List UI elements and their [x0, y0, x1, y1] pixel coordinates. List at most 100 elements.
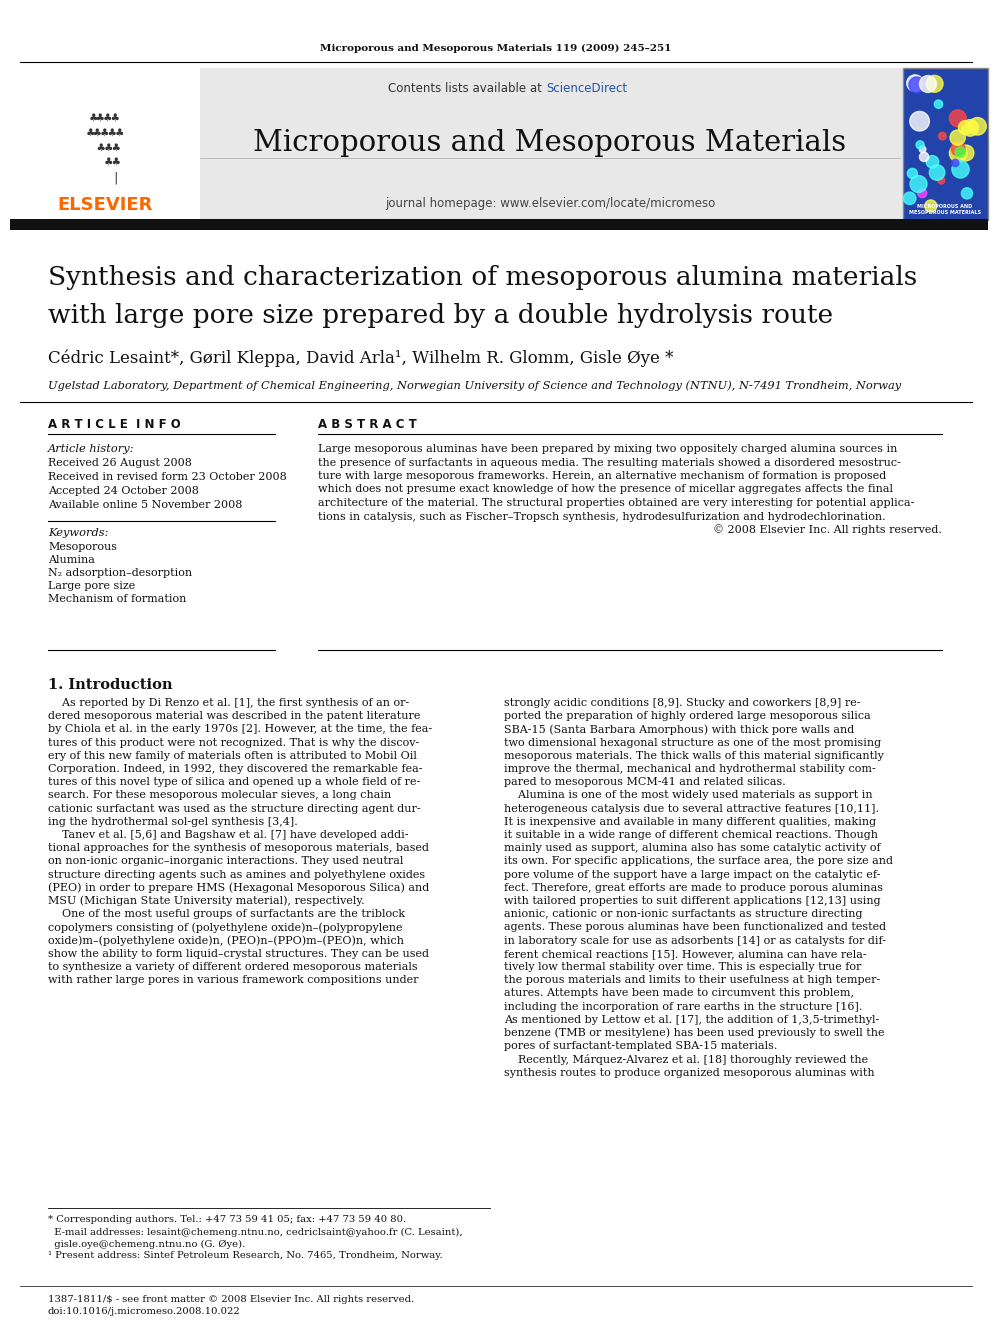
Circle shape	[937, 177, 944, 184]
Bar	[10, 220, 988, 230]
Text: tively low thermal stability over time. This is especially true for: tively low thermal stability over time. …	[504, 962, 861, 972]
Text: benzene (TMB or mesitylene) has been used previously to swell the: benzene (TMB or mesitylene) has been use…	[504, 1028, 885, 1039]
Bar	[10, 67, 200, 220]
Text: strongly acidic conditions [8,9]. Stucky and coworkers [8,9] re-: strongly acidic conditions [8,9]. Stucky…	[504, 699, 860, 708]
Text: Microporous and Mesoporous Materials: Microporous and Mesoporous Materials	[253, 130, 846, 157]
Text: pore volume of the support have a large impact on the catalytic ef-: pore volume of the support have a large …	[504, 869, 880, 880]
Text: Tanev et al. [5,6] and Bagshaw et al. [7] have developed addi-: Tanev et al. [5,6] and Bagshaw et al. [7…	[48, 830, 409, 840]
Text: pared to mesoporous MCM-41 and related silicas.: pared to mesoporous MCM-41 and related s…	[504, 777, 786, 787]
Text: to synthesize a variety of different ordered mesoporous materials: to synthesize a variety of different ord…	[48, 962, 418, 972]
Text: A R T I C L E  I N F O: A R T I C L E I N F O	[48, 418, 181, 430]
Text: cationic surfactant was used as the structure directing agent dur-: cationic surfactant was used as the stru…	[48, 803, 421, 814]
Text: by Chiola et al. in the early 1970s [2]. However, at the time, the fea-: by Chiola et al. in the early 1970s [2].…	[48, 725, 433, 734]
Circle shape	[969, 118, 986, 135]
Circle shape	[958, 120, 972, 135]
Text: ♣♣♣♣
♣♣♣♣♣
 ♣♣♣
  ♣♣
   |: ♣♣♣♣ ♣♣♣♣♣ ♣♣♣ ♣♣ |	[86, 111, 124, 184]
Circle shape	[916, 140, 925, 149]
Circle shape	[920, 75, 936, 93]
Text: Contents lists available at: Contents lists available at	[389, 82, 546, 94]
Text: dered mesoporous material was described in the patent literature: dered mesoporous material was described …	[48, 712, 421, 721]
Text: anionic, cationic or non-ionic surfactants as structure directing: anionic, cationic or non-ionic surfactan…	[504, 909, 862, 919]
Text: SBA-15 (Santa Barbara Amorphous) with thick pore walls and: SBA-15 (Santa Barbara Amorphous) with th…	[504, 724, 854, 734]
Text: Available online 5 November 2008: Available online 5 November 2008	[48, 500, 242, 509]
Text: Corporation. Indeed, in 1992, they discovered the remarkable fea-: Corporation. Indeed, in 1992, they disco…	[48, 763, 423, 774]
Circle shape	[907, 75, 924, 91]
Circle shape	[952, 161, 969, 179]
Text: Microporous and Mesoporous Materials 119 (2009) 245–251: Microporous and Mesoporous Materials 119…	[320, 44, 672, 53]
Text: ferent chemical reactions [15]. However, alumina can have rela-: ferent chemical reactions [15]. However,…	[504, 949, 867, 959]
Circle shape	[930, 165, 944, 180]
Text: It is inexpensive and available in many different qualities, making: It is inexpensive and available in many …	[504, 816, 876, 827]
Text: Recently, Márquez-Alvarez et al. [18] thoroughly reviewed the: Recently, Márquez-Alvarez et al. [18] th…	[504, 1054, 868, 1065]
Bar	[10, 67, 988, 220]
Circle shape	[908, 168, 918, 179]
Text: Article history:: Article history:	[48, 445, 135, 454]
Text: the porous materials and limits to their usefulness at high temper-: the porous materials and limits to their…	[504, 975, 880, 986]
Circle shape	[910, 111, 930, 131]
Circle shape	[925, 200, 936, 212]
Text: which does not presume exact knowledge of how the presence of micellar aggregate: which does not presume exact knowledge o…	[318, 484, 893, 495]
Text: the presence of surfactants in aqueous media. The resulting materials showed a d: the presence of surfactants in aqueous m…	[318, 458, 901, 467]
Text: oxide)m–(polyethylene oxide)n, (PEO)n–(PPO)m–(PEO)n, which: oxide)m–(polyethylene oxide)n, (PEO)n–(P…	[48, 935, 404, 946]
Text: As mentioned by Lettow et al. [17], the addition of 1,3,5-trimethyl-: As mentioned by Lettow et al. [17], the …	[504, 1015, 879, 1025]
Circle shape	[920, 152, 929, 161]
Text: Alumina is one of the most widely used materials as support in: Alumina is one of the most widely used m…	[504, 790, 873, 800]
Text: MSU (Michigan State University material), respectively.: MSU (Michigan State University material)…	[48, 896, 365, 906]
Text: MICROPOROUS AND
MESOPOROUS MATERIALS: MICROPOROUS AND MESOPOROUS MATERIALS	[909, 204, 981, 216]
Text: ScienceDirect: ScienceDirect	[546, 82, 627, 94]
Text: in laboratory scale for use as adsorbents [14] or as catalysts for dif-: in laboratory scale for use as adsorbent…	[504, 935, 886, 946]
Text: ported the preparation of highly ordered large mesoporous silica: ported the preparation of highly ordered…	[504, 712, 871, 721]
Text: Synthesis and characterization of mesoporous alumina materials: Synthesis and characterization of mesopo…	[48, 266, 918, 291]
Circle shape	[958, 146, 974, 161]
Circle shape	[951, 159, 959, 167]
Circle shape	[949, 110, 966, 127]
Text: its own. For specific applications, the surface area, the pore size and: its own. For specific applications, the …	[504, 856, 893, 867]
Text: Ugelstad Laboratory, Department of Chemical Engineering, Norwegian University of: Ugelstad Laboratory, Department of Chemi…	[48, 381, 901, 392]
Bar	[903, 67, 988, 220]
Circle shape	[904, 192, 916, 205]
Circle shape	[955, 147, 965, 157]
Text: ing the hydrothermal sol-gel synthesis [3,4].: ing the hydrothermal sol-gel synthesis […	[48, 816, 298, 827]
Circle shape	[920, 146, 926, 152]
Text: tional approaches for the synthesis of mesoporous materials, based: tional approaches for the synthesis of m…	[48, 843, 429, 853]
Text: Received 26 August 2008: Received 26 August 2008	[48, 458, 191, 468]
Text: Alumina: Alumina	[48, 556, 95, 565]
Circle shape	[910, 176, 927, 193]
Text: gisle.oye@chemeng.ntnu.no (G. Øye).: gisle.oye@chemeng.ntnu.no (G. Øye).	[48, 1240, 245, 1249]
Text: As reported by Di Renzo et al. [1], the first synthesis of an or-: As reported by Di Renzo et al. [1], the …	[48, 699, 410, 708]
Text: fect. Therefore, great efforts are made to produce porous aluminas: fect. Therefore, great efforts are made …	[504, 882, 883, 893]
Text: on non-ionic organic–inorganic interactions. They used neutral: on non-ionic organic–inorganic interacti…	[48, 856, 404, 867]
Text: * Corresponding authors. Tel.: +47 73 59 41 05; fax: +47 73 59 40 80.: * Corresponding authors. Tel.: +47 73 59…	[48, 1216, 406, 1225]
Circle shape	[918, 188, 927, 197]
Text: copolymers consisting of (polyethylene oxide)n–(polypropylene: copolymers consisting of (polyethylene o…	[48, 922, 403, 933]
Text: (PEO) in order to prepare HMS (Hexagonal Mesoporous Silica) and: (PEO) in order to prepare HMS (Hexagonal…	[48, 882, 430, 893]
Text: E-mail addresses: lesaint@chemeng.ntnu.no, cedriclsaint@yahoo.fr (C. Lesaint),: E-mail addresses: lesaint@chemeng.ntnu.n…	[48, 1228, 462, 1237]
Text: architecture of the material. The structural properties obtained are very intere: architecture of the material. The struct…	[318, 497, 915, 508]
Text: pores of surfactant-templated SBA-15 materials.: pores of surfactant-templated SBA-15 mat…	[504, 1041, 778, 1052]
Text: ery of this new family of materials often is attributed to Mobil Oil: ery of this new family of materials ofte…	[48, 750, 417, 761]
Text: journal homepage: www.elsevier.com/locate/micromeso: journal homepage: www.elsevier.com/locat…	[385, 197, 715, 210]
Circle shape	[951, 142, 965, 156]
Circle shape	[961, 188, 972, 198]
Text: with large pore size prepared by a double hydrolysis route: with large pore size prepared by a doubl…	[48, 303, 833, 328]
Text: mainly used as support, alumina also has some catalytic activity of: mainly used as support, alumina also has…	[504, 843, 881, 853]
Text: with tailored properties to suit different applications [12,13] using: with tailored properties to suit differe…	[504, 896, 881, 906]
Text: ELSEVIER: ELSEVIER	[58, 196, 153, 214]
Text: Received in revised form 23 October 2008: Received in revised form 23 October 2008	[48, 472, 287, 482]
Text: agents. These porous aluminas have been functionalized and tested: agents. These porous aluminas have been …	[504, 922, 886, 933]
Text: 1387-1811/$ - see front matter © 2008 Elsevier Inc. All rights reserved.: 1387-1811/$ - see front matter © 2008 El…	[48, 1294, 414, 1303]
Text: Cédric Lesaint*, Gøril Kleppa, David Arla¹, Wilhelm R. Glomm, Gisle Øye *: Cédric Lesaint*, Gøril Kleppa, David Arl…	[48, 349, 674, 366]
Text: A B S T R A C T: A B S T R A C T	[318, 418, 417, 430]
Circle shape	[909, 77, 925, 93]
Text: Accepted 24 October 2008: Accepted 24 October 2008	[48, 486, 198, 496]
Text: ¹ Present address: Sintef Petroleum Research, No. 7465, Trondheim, Norway.: ¹ Present address: Sintef Petroleum Rese…	[48, 1252, 442, 1261]
Text: Large pore size: Large pore size	[48, 581, 135, 591]
Text: tures of this product were not recognized. That is why the discov-: tures of this product were not recognize…	[48, 738, 420, 747]
Text: One of the most useful groups of surfactants are the triblock: One of the most useful groups of surfact…	[48, 909, 405, 919]
Text: Large mesoporous aluminas have been prepared by mixing two oppositely charged al: Large mesoporous aluminas have been prep…	[318, 445, 898, 454]
Text: two dimensional hexagonal structure as one of the most promising: two dimensional hexagonal structure as o…	[504, 738, 881, 747]
Text: synthesis routes to produce organized mesoporous aluminas with: synthesis routes to produce organized me…	[504, 1068, 875, 1078]
Text: ture with large mesoporous frameworks. Herein, an alternative mechanism of forma: ture with large mesoporous frameworks. H…	[318, 471, 886, 482]
Text: N₂ adsorption–desorption: N₂ adsorption–desorption	[48, 568, 192, 578]
Text: including the incorporation of rare earths in the structure [16].: including the incorporation of rare eart…	[504, 1002, 862, 1012]
